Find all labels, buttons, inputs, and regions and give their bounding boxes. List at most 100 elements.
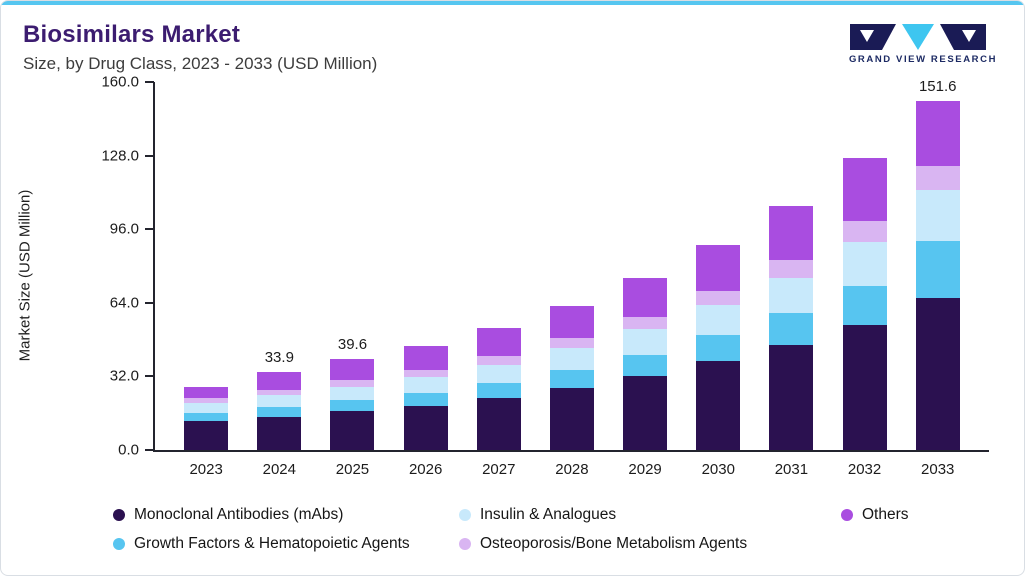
- legend-swatch-icon: [459, 508, 471, 521]
- bar-segment: [696, 245, 741, 291]
- bar-segment: [257, 372, 302, 390]
- bar-column: 2023: [184, 82, 229, 478]
- legend-item: Others: [841, 502, 1014, 527]
- bar-segment: [769, 206, 814, 261]
- bar-stack: [330, 358, 375, 450]
- legend-item: Growth Factors & Hematopoietic Agents: [113, 531, 459, 556]
- bar-segment: [184, 402, 229, 413]
- y-tick-mark: [145, 449, 154, 451]
- bar-segment: [330, 358, 375, 381]
- bar-column: 2031: [769, 82, 814, 478]
- brand-logo-icon: [850, 24, 986, 50]
- y-tick-label: 160.0: [101, 73, 139, 91]
- bar-segment: [184, 412, 229, 422]
- x-tick-label: 2025: [335, 461, 370, 478]
- legend-swatch-icon: [459, 537, 471, 550]
- bar-stack: [257, 372, 302, 450]
- legend-swatch-icon: [841, 508, 853, 521]
- legend-swatch-icon: [113, 508, 125, 521]
- bar-segment: [842, 157, 887, 222]
- bar-stack: [403, 345, 448, 450]
- bar-segment: [476, 382, 521, 399]
- bar-segment: [623, 354, 668, 377]
- bar-segment: [769, 345, 814, 450]
- bar-segment: [476, 364, 521, 383]
- bar-segment: [257, 389, 302, 396]
- bar-segment: [842, 241, 887, 286]
- bar-segment: [915, 298, 960, 450]
- page-subtitle: Size, by Drug Class, 2023 - 2033 (USD Mi…: [23, 54, 378, 73]
- x-tick-label: 2029: [628, 461, 662, 478]
- bar-stack: [769, 206, 814, 450]
- bar-segment: [403, 369, 448, 378]
- x-tick-label: 2032: [847, 461, 882, 478]
- bar-segment: [257, 406, 302, 417]
- bar-segment: [696, 361, 741, 450]
- x-tick-label: 2028: [555, 461, 589, 478]
- chart: Market Size (USD Million) 2023 33.9 2024 39…: [1, 74, 1024, 496]
- bar-segment: [842, 221, 887, 242]
- bar-column: 33.9 2024: [257, 82, 302, 478]
- legend: Monoclonal Antibodies (mAbs) Insulin & An…: [113, 502, 1014, 556]
- bar-column: 2028: [549, 82, 594, 478]
- bar-segment: [476, 398, 521, 450]
- y-tick-label: 64.0: [109, 294, 139, 312]
- bars: 2023 33.9 2024 39.6 2025 2026 2027 2028 2029 2030…: [155, 78, 989, 478]
- bar-segment: [257, 395, 302, 407]
- bar-segment: [330, 399, 375, 412]
- bar-segment: [696, 305, 741, 336]
- x-tick-label: 2024: [262, 461, 296, 478]
- bar-segment: [696, 290, 741, 306]
- bar-stack: [184, 386, 229, 450]
- bar-segment: [915, 190, 960, 241]
- bar-segment: [403, 377, 448, 393]
- y-tick-label: 128.0: [101, 147, 139, 165]
- y-tick-mark: [145, 228, 154, 231]
- header: Biosimilars Market Size, by Drug Class, …: [1, 5, 1024, 74]
- bar-segment: [403, 392, 448, 406]
- bar-segment: [842, 285, 887, 325]
- x-tick-label: 2033: [921, 461, 955, 478]
- y-tick-mark: [145, 154, 154, 157]
- y-tick-mark: [145, 301, 154, 304]
- bar-stack: [623, 278, 668, 450]
- bar-segment: [549, 338, 594, 349]
- bar-segment: [769, 313, 814, 346]
- bar-segment: [403, 405, 448, 450]
- bar-segment: [184, 421, 229, 450]
- y-tick-label: 96.0: [109, 220, 139, 238]
- bar-column: 2027: [476, 82, 521, 478]
- bar-segment: [623, 376, 668, 450]
- bar-column: 2026: [403, 82, 448, 478]
- legend-swatch-icon: [113, 537, 125, 550]
- bar-value-label: 39.6: [337, 335, 368, 353]
- accent-topbar: [1, 1, 1024, 5]
- bar-value-label: 151.6: [918, 78, 957, 96]
- y-tick-mark: [145, 81, 154, 83]
- legend-label: Monoclonal Antibodies (mAbs): [134, 505, 344, 523]
- bar-segment: [842, 324, 887, 450]
- legend-item: Osteoporosis/Bone Metabolism Agents: [459, 531, 1014, 556]
- bar-segment: [403, 345, 448, 370]
- bar-segment: [623, 278, 668, 318]
- bar-stack: [549, 305, 594, 450]
- bar-segment: [330, 380, 375, 387]
- bar-value-label: 33.9: [264, 349, 294, 367]
- bar-segment: [915, 101, 960, 166]
- x-tick-label: 2030: [701, 461, 735, 478]
- legend-item: Insulin & Analogues: [459, 502, 841, 527]
- bar-column: 151.6 2033: [915, 78, 960, 478]
- x-tick-label: 2023: [189, 461, 223, 478]
- bar-segment: [184, 386, 229, 399]
- bar-segment: [769, 277, 814, 314]
- bar-segment: [330, 386, 375, 400]
- bar-segment: [476, 328, 521, 357]
- brand-logo: GRAND VIEW RESEARCH: [848, 21, 998, 65]
- x-tick-label: 2026: [408, 461, 443, 478]
- bar-segment: [549, 387, 594, 450]
- x-tick-label: 2027: [482, 461, 516, 478]
- page-title: Biosimilars Market: [23, 21, 241, 48]
- bar-stack: [476, 328, 521, 450]
- bar-segment: [184, 398, 229, 403]
- bar-stack: [842, 157, 887, 450]
